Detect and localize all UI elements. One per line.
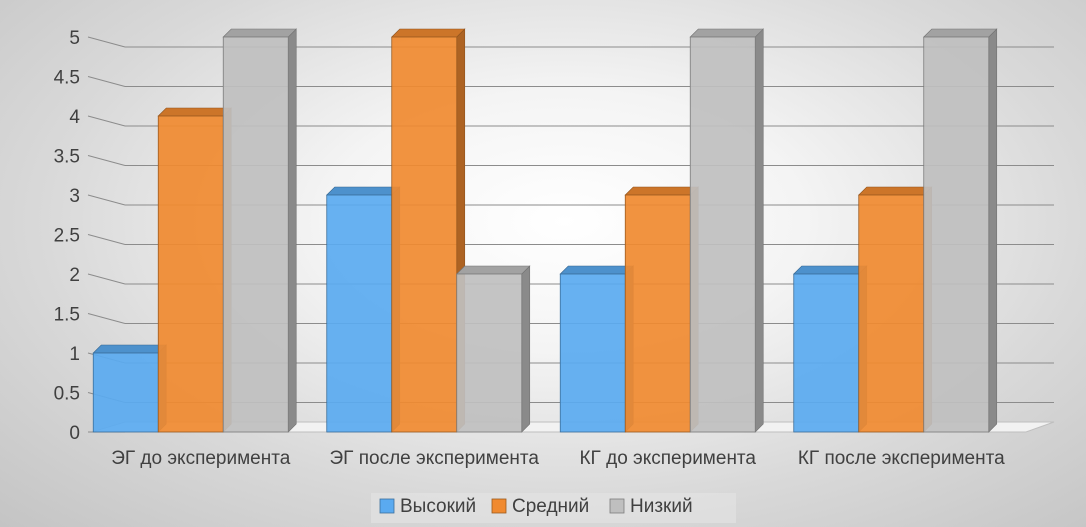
gridline-diagonal: [87, 36, 126, 48]
bar-front: [858, 194, 925, 433]
bar-0-2: [222, 28, 297, 433]
y-tick-label: 2: [69, 265, 80, 286]
legend-box: [371, 493, 736, 523]
bar-0-1: [157, 107, 232, 433]
bar-top: [326, 186, 401, 196]
legend-swatch: [491, 498, 507, 514]
gridline-diagonal: [87, 155, 126, 166]
y-tick-label: 0.5: [54, 384, 80, 405]
x-category-label: ЭГ после эксперимента: [330, 448, 540, 469]
bar-1-0: [326, 186, 401, 433]
bar-top: [157, 107, 232, 117]
bar-3-2: [923, 28, 998, 433]
bar-front: [391, 36, 458, 433]
y-tick-label: 4.5: [54, 68, 80, 89]
x-category-label: КГ после эксперимента: [798, 448, 1005, 469]
bar-top: [689, 28, 764, 38]
y-tick-label: 3: [69, 186, 80, 207]
bar-1-1: [391, 28, 466, 433]
bar-front: [559, 273, 626, 433]
bar-front: [793, 273, 860, 433]
bar-3-0: [793, 265, 868, 433]
bar-front: [624, 194, 691, 433]
gridline-diagonal: [87, 273, 126, 285]
bars: [92, 28, 998, 433]
bar-side: [521, 265, 531, 433]
x-category-label: ЭГ до эксперимента: [111, 448, 291, 469]
bar-2-0: [559, 265, 634, 433]
y-tick-label: 1.5: [54, 305, 80, 326]
legend-swatch: [609, 498, 625, 514]
bar-top: [391, 28, 466, 38]
bar-2-1: [624, 186, 699, 433]
bar-front: [222, 36, 289, 433]
bar-front: [92, 352, 159, 433]
legend-label: Высокий: [400, 496, 476, 517]
bar-front: [326, 194, 393, 433]
gridline-diagonal: [87, 313, 126, 324]
bar-front: [689, 36, 756, 433]
legend-swatch: [379, 498, 395, 514]
bar-0-0: [92, 344, 167, 433]
y-tick-label: 0: [69, 423, 80, 444]
bar-top: [624, 186, 699, 196]
bar-top: [92, 344, 167, 354]
x-axis-categories: ЭГ до эксперимента ЭГ после эксперимента К…: [111, 448, 1005, 469]
bar-top: [559, 265, 634, 275]
legend: Высокий Средний Низкий: [371, 493, 736, 523]
bar-top: [923, 28, 998, 38]
gridline-diagonal: [87, 115, 126, 127]
y-tick-label: 4: [69, 107, 80, 128]
x-category-label: КГ до эксперимента: [579, 448, 756, 469]
y-tick-label: 5: [69, 28, 80, 49]
y-tick-label: 3.5: [54, 147, 80, 168]
bar-top: [456, 265, 531, 275]
bar-side: [988, 28, 998, 433]
bar-front: [923, 36, 990, 433]
gridline-diagonal: [87, 234, 126, 245]
bar-top: [222, 28, 297, 38]
y-axis-ticks: 0 0.5 1 1.5 2 2.5 3 3.5 4 4.5 5: [54, 28, 81, 444]
gridline-diagonal: [87, 76, 126, 87]
legend-label: Низкий: [630, 496, 693, 517]
bar-front: [157, 115, 224, 433]
gridline-diagonal: [87, 194, 126, 206]
bar-top: [793, 265, 868, 275]
bar-1-2: [456, 265, 531, 433]
bar-side: [754, 28, 764, 433]
bar-3-1: [858, 186, 933, 433]
bar-top: [858, 186, 933, 196]
bar-side: [287, 28, 297, 433]
y-tick-label: 2.5: [54, 226, 80, 247]
bar-front: [456, 273, 523, 433]
legend-label: Средний: [512, 496, 589, 517]
bar-2-2: [689, 28, 764, 433]
y-tick-label: 1: [69, 344, 80, 365]
